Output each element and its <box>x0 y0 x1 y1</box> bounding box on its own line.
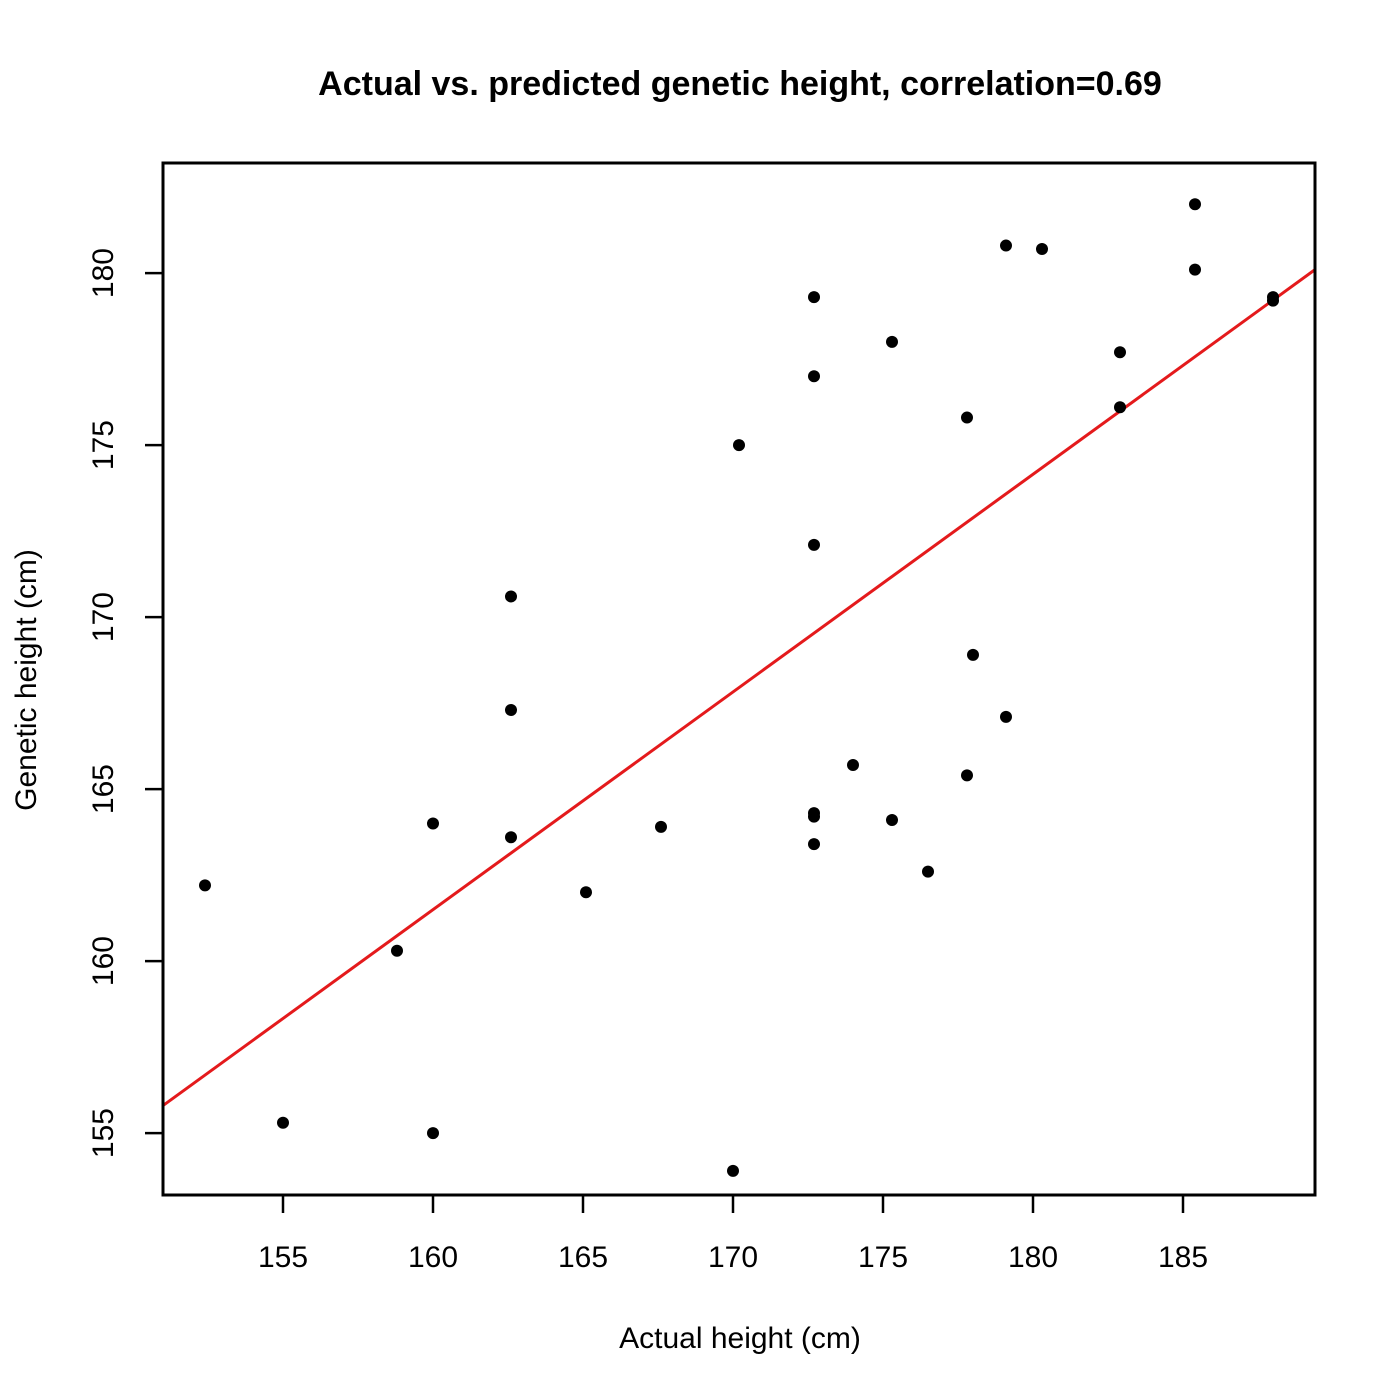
data-point <box>808 370 820 383</box>
data-point <box>505 703 517 716</box>
data-point <box>1189 263 1201 276</box>
x-tick-label: 180 <box>1008 1241 1058 1274</box>
data-point <box>1114 401 1126 414</box>
data-point <box>277 1116 289 1129</box>
data-point <box>886 335 898 348</box>
data-point <box>961 411 973 424</box>
y-axis-label: Genetic height (cm) <box>10 549 43 811</box>
data-point <box>655 820 667 833</box>
data-point <box>427 817 439 830</box>
x-tick-label: 175 <box>858 1241 908 1274</box>
data-point <box>199 879 211 892</box>
data-point <box>1000 710 1012 723</box>
y-axis: 155 160 165 170 175 180 <box>87 248 163 1158</box>
regression-line <box>162 268 1316 1107</box>
y-tick-label: 175 <box>87 420 120 470</box>
data-point <box>733 439 745 452</box>
x-tick-label: 160 <box>408 1241 458 1274</box>
data-point <box>505 831 517 844</box>
x-tick-label: 185 <box>1158 1241 1208 1274</box>
data-point <box>886 814 898 827</box>
x-axis: 155 160 165 170 175 180 185 <box>258 1195 1208 1274</box>
y-tick-label: 170 <box>87 592 120 642</box>
data-point <box>808 838 820 851</box>
data-point <box>1189 198 1201 211</box>
data-point <box>391 944 403 957</box>
scatter-points-layer <box>199 198 1279 1177</box>
data-point <box>1267 294 1279 307</box>
x-tick-label: 155 <box>258 1241 308 1274</box>
data-point <box>808 810 820 823</box>
data-point <box>1000 239 1012 252</box>
data-point <box>1036 243 1048 255</box>
y-tick-label: 180 <box>87 248 120 298</box>
plot-frame <box>161 161 1317 1197</box>
data-point <box>727 1164 739 1177</box>
fit-line-layer <box>162 268 1316 1107</box>
data-point <box>961 769 973 782</box>
y-tick-label: 160 <box>87 936 120 986</box>
chart-title: Actual vs. predicted genetic height, cor… <box>318 65 1162 103</box>
data-point <box>808 291 820 304</box>
data-point <box>427 1127 439 1140</box>
data-point <box>1114 346 1126 359</box>
y-tick-label: 165 <box>87 764 120 814</box>
data-point <box>967 648 979 661</box>
data-point <box>580 886 592 899</box>
data-point <box>847 759 859 771</box>
data-point <box>505 590 517 603</box>
y-tick-label: 155 <box>87 1108 120 1158</box>
x-axis-label: Actual height (cm) <box>619 1322 861 1355</box>
x-tick-label: 170 <box>708 1241 758 1274</box>
data-point <box>922 865 934 878</box>
x-tick-label: 165 <box>558 1241 608 1274</box>
data-point <box>808 538 820 551</box>
